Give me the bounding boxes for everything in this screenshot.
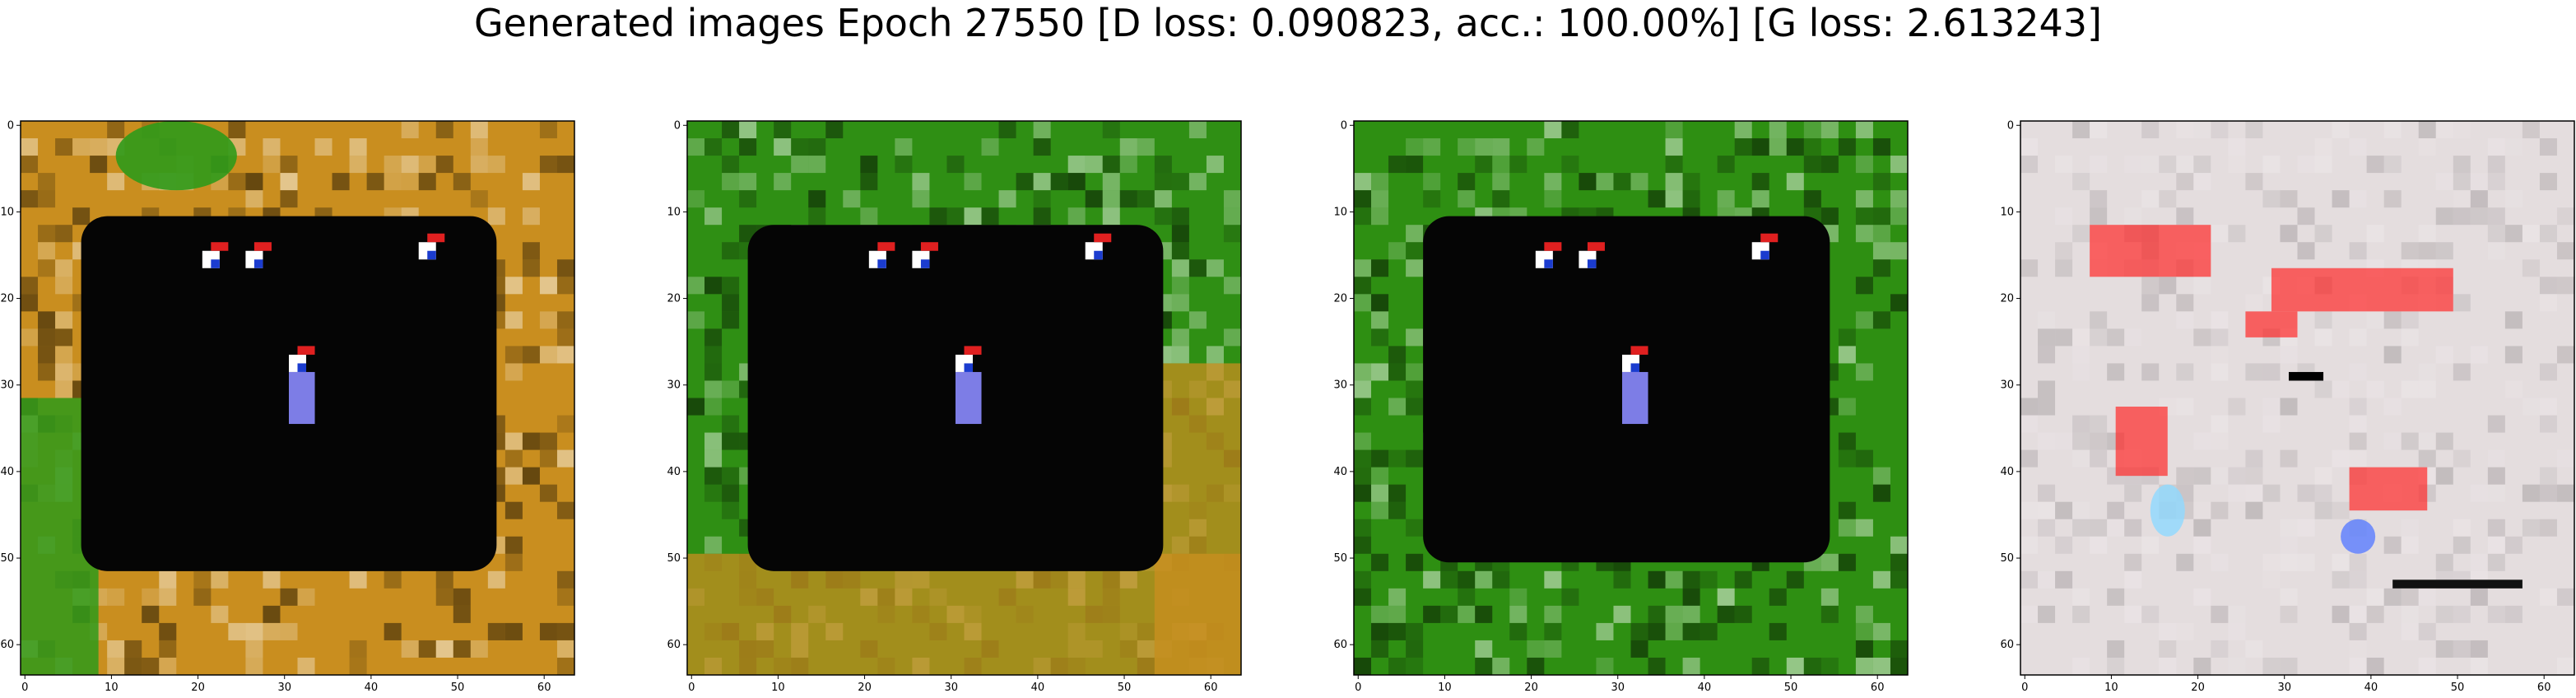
x-tick-label: 20 [1524, 682, 1538, 694]
green-blob [115, 121, 237, 191]
sprites [868, 233, 1112, 425]
x-tick-label: 10 [105, 682, 119, 694]
x-tick-label: 30 [1611, 682, 1625, 694]
axes-frame [1353, 120, 1909, 676]
red-patch [2245, 311, 2298, 337]
x-tick-label: 20 [858, 682, 872, 694]
image-panel-2: 0 10 20 30 40 50 60 0 10 20 30 40 50 60 [667, 119, 1242, 694]
red-patch [2115, 407, 2168, 477]
y-tick-label: 30 [0, 379, 14, 392]
image-panel-4: 0 10 20 30 40 50 60 0 10 20 30 40 50 60 [2000, 119, 2575, 694]
image-area: 0 10 20 30 40 50 60 0 10 20 30 40 50 60 [667, 119, 1242, 694]
y-tick-label: 10 [2000, 206, 2014, 218]
image-area: 0 10 20 30 40 50 60 0 10 20 30 40 50 60 [0, 119, 575, 694]
image-panel-1: 0 10 20 30 40 50 60 0 10 20 30 40 50 60 [0, 119, 575, 694]
x-tick-label: 60 [2537, 682, 2551, 694]
y-tick-label: 50 [0, 552, 14, 565]
x-tick-label: 50 [1784, 682, 1798, 694]
x-tick-label: 0 [2021, 682, 2028, 694]
x-tick-label: 40 [365, 682, 379, 694]
y-tick-label: 20 [2000, 293, 2014, 305]
y-tick-label: 40 [2000, 466, 2014, 478]
orange-band-right [1154, 363, 1241, 675]
cyan-spot [2150, 484, 2185, 537]
axes-frame [2020, 120, 2575, 676]
image-area: 0 10 20 30 40 50 60 0 10 20 30 40 50 60 [1333, 119, 1909, 694]
panel-3: 0 10 20 30 40 50 60 0 10 20 30 40 50 60 [1328, 119, 1909, 695]
y-tick-label: 60 [2000, 639, 2014, 651]
axes-frame [686, 120, 1242, 676]
orange-band [687, 553, 1241, 675]
y-tick-label: 60 [0, 639, 14, 651]
y-tick-label: 0 [1341, 119, 1347, 132]
y-tick-label: 10 [0, 206, 14, 218]
dark-line [2288, 371, 2324, 381]
y-tick-label: 60 [1333, 639, 1347, 651]
x-tick-label: 50 [1118, 682, 1132, 694]
dark-line [2392, 579, 2523, 589]
x-tick-label: 60 [537, 682, 551, 694]
x-tick-label: 10 [771, 682, 785, 694]
y-tick-label: 50 [667, 552, 681, 565]
figure-title: Generated images Epoch 27550 [D loss: 0.… [473, 1, 2103, 45]
y-tick-label: 20 [1333, 293, 1347, 305]
red-patch [2349, 467, 2428, 511]
y-tick-label: 40 [0, 466, 14, 478]
blue-spot [2341, 519, 2376, 554]
y-tick-label: 30 [1333, 379, 1347, 392]
x-tick-label: 0 [688, 682, 695, 694]
y-tick-label: 0 [674, 119, 681, 132]
panel-1: 0 10 20 30 40 50 60 0 10 20 30 40 50 60 [0, 119, 575, 695]
y-tick-label: 10 [667, 206, 681, 218]
red-patch [2271, 268, 2453, 312]
y-tick-label: 50 [1333, 552, 1347, 565]
y-tick-label: 20 [0, 293, 14, 305]
y-tick-label: 0 [7, 119, 14, 132]
y-tick-label: 50 [2000, 552, 2014, 565]
y-tick-label: 0 [2007, 119, 2014, 132]
x-tick-label: 30 [277, 682, 291, 694]
panel-4: 0 10 20 30 40 50 60 0 10 20 30 40 50 60 [1994, 119, 2575, 695]
image-area: 0 10 20 30 40 50 60 0 10 20 30 40 50 60 [2000, 119, 2575, 694]
image-panel-3: 0 10 20 30 40 50 60 0 10 20 30 40 50 60 [1333, 119, 1909, 694]
y-tick-label: 10 [1333, 206, 1347, 218]
y-tick-label: 40 [667, 466, 681, 478]
x-tick-label: 60 [1871, 682, 1885, 694]
y-tick-label: 30 [667, 379, 681, 392]
x-tick-label: 20 [191, 682, 205, 694]
y-tick-label: 60 [667, 639, 681, 651]
x-tick-label: 40 [1698, 682, 1712, 694]
x-tick-label: 40 [1031, 682, 1045, 694]
x-tick-label: 0 [1355, 682, 1361, 694]
x-tick-label: 0 [21, 682, 28, 694]
x-tick-label: 30 [2277, 682, 2291, 694]
x-tick-label: 20 [2191, 682, 2205, 694]
x-tick-label: 50 [2451, 682, 2465, 694]
y-tick-label: 30 [2000, 379, 2014, 392]
x-tick-label: 50 [451, 682, 465, 694]
sprites [202, 233, 445, 425]
red-patch [2090, 225, 2211, 277]
panel-2: 0 10 20 30 40 50 60 0 10 20 30 40 50 60 [661, 119, 1242, 695]
x-tick-label: 10 [2104, 682, 2118, 694]
y-tick-label: 40 [1333, 466, 1347, 478]
x-tick-label: 40 [2364, 682, 2378, 694]
axes-frame [20, 120, 575, 676]
x-tick-label: 30 [944, 682, 958, 694]
y-tick-label: 20 [667, 293, 681, 305]
x-tick-label: 10 [1438, 682, 1452, 694]
sprites [1535, 233, 1779, 425]
x-tick-label: 60 [1204, 682, 1218, 694]
